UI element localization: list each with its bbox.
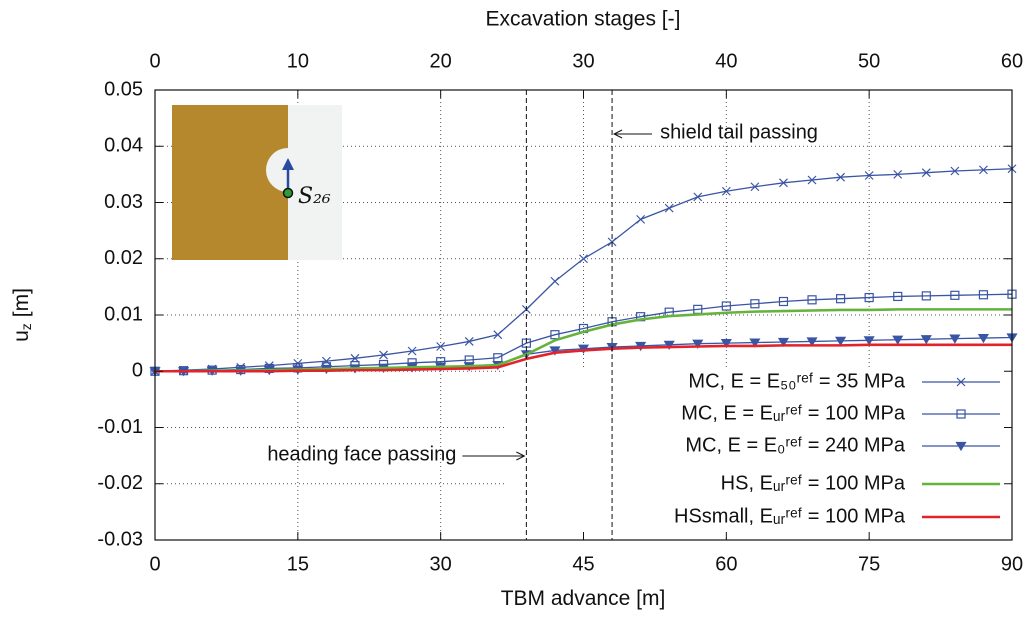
legend-label: MC, E = E₀ʳᵉᶠ = 240 MPa — [685, 434, 906, 456]
y-label-sub: z — [18, 323, 34, 330]
marker — [692, 339, 704, 349]
x-tick-label: 60 — [715, 553, 737, 575]
marker — [807, 295, 817, 305]
marker — [721, 301, 731, 311]
y-tick-label: -0.02 — [97, 472, 143, 494]
marker — [436, 342, 446, 351]
y-tick-label: 0 — [132, 360, 143, 382]
x2-tick-label: 10 — [287, 50, 309, 72]
marker — [663, 340, 675, 350]
marker — [464, 337, 474, 346]
marker — [779, 178, 788, 188]
x2-tick-label: 30 — [572, 50, 594, 72]
y-tick-label: 0.05 — [104, 78, 143, 100]
marker — [579, 254, 588, 264]
x-tick-label: 15 — [287, 553, 309, 575]
annotation-text: shield tail passing — [660, 121, 818, 143]
x-tick-label: 30 — [430, 553, 452, 575]
x2-tick-label: 60 — [1001, 50, 1023, 72]
marker — [749, 338, 761, 348]
marker — [807, 175, 817, 185]
marker — [950, 290, 960, 300]
marker — [892, 335, 904, 345]
y-axis-label: uz [m] — [10, 288, 34, 342]
annotation-arrow-head — [516, 451, 526, 461]
marker — [664, 203, 674, 213]
y-tick-label: 0.03 — [104, 191, 143, 213]
y-tick-label: -0.01 — [97, 416, 143, 438]
marker — [949, 334, 961, 344]
marker — [893, 291, 903, 302]
marker — [577, 344, 590, 354]
marker — [921, 168, 931, 178]
x-axis-label: TBM advance [m] — [501, 587, 666, 610]
marker — [379, 350, 388, 360]
plot-area — [149, 164, 1018, 377]
legend-marker — [956, 409, 966, 419]
marker — [836, 172, 846, 182]
x2-tick-label: 0 — [149, 50, 160, 72]
y-tick-label: -0.03 — [97, 528, 143, 550]
legend-background — [505, 368, 1010, 536]
marker — [777, 337, 790, 348]
marker — [979, 165, 988, 175]
marker — [550, 276, 560, 286]
legend-marker — [955, 441, 967, 452]
x-tick-label: 45 — [572, 553, 594, 575]
series-line — [155, 343, 1012, 373]
marker — [693, 192, 703, 202]
y-tick-label: 0.01 — [104, 303, 143, 325]
marker — [977, 333, 989, 344]
legend-label: HSsmall, Eᵤᵣʳᵉᶠ = 100 MPa — [674, 505, 906, 527]
marker — [920, 335, 932, 345]
annotation-arrow-head — [612, 129, 623, 139]
marker — [721, 186, 731, 196]
legend-label: HS, Eᵤᵣʳᵉᶠ = 100 MPa — [721, 472, 906, 494]
marker — [921, 291, 931, 301]
marker — [750, 182, 760, 192]
y-label-unit: [m] — [10, 288, 33, 317]
marker — [407, 346, 417, 356]
marker — [864, 292, 874, 303]
marker — [750, 299, 760, 309]
annotation-text: heading face passing — [267, 443, 456, 465]
x-tick-label: 75 — [858, 553, 880, 575]
y-label-symbol: u — [10, 330, 33, 342]
marker — [893, 169, 903, 179]
marker — [835, 294, 846, 304]
marker — [321, 356, 331, 366]
x2-axis-label: Excavation stages [-] — [486, 8, 681, 31]
y-tick-label: 0.02 — [104, 247, 143, 269]
marker — [550, 330, 560, 340]
marker — [778, 296, 789, 307]
marker — [806, 337, 818, 347]
marker — [493, 330, 503, 340]
marker — [863, 336, 875, 346]
marker — [835, 336, 847, 347]
marker — [636, 214, 646, 224]
marker — [607, 237, 617, 247]
legend-label: MC, E = Eᵤᵣʳᵉᶠ = 100 MPa — [681, 402, 906, 424]
x-tick-label: 0 — [149, 553, 160, 575]
marker — [635, 341, 647, 352]
inset-label: S₂₆ — [298, 184, 331, 209]
marker — [864, 171, 874, 180]
legend-marker — [956, 377, 966, 387]
marker — [350, 353, 360, 363]
marker — [950, 166, 960, 176]
marker — [549, 346, 561, 356]
marker — [720, 339, 732, 349]
x2-tick-label: 20 — [430, 50, 452, 72]
y-tick-label: 0.04 — [104, 135, 143, 157]
arrow-head — [282, 158, 294, 170]
ground — [172, 105, 288, 260]
inset-diagram: S₂₆ — [172, 105, 342, 260]
x2-tick-label: 50 — [858, 50, 880, 72]
monitoring-point — [282, 187, 294, 199]
x2-tick-label: 40 — [715, 50, 737, 72]
x-tick-label: 90 — [1001, 553, 1023, 575]
marker — [978, 290, 989, 300]
legend-label: MC, E = E₅₀ʳᵉᶠ = 35 MPa — [688, 370, 905, 392]
